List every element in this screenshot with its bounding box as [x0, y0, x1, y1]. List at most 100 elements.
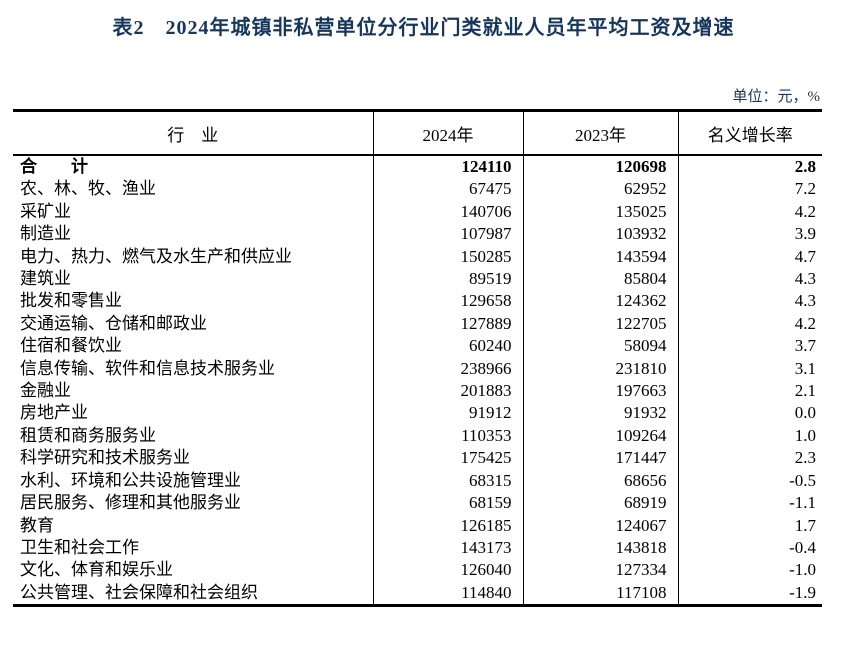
value-2023-cell: 124067: [522, 514, 678, 537]
table-row: 卫生和社会工作 143173 143818 -0.4: [13, 536, 822, 560]
value-2023-cell: 231810: [522, 357, 678, 381]
header-row: 行 业 2024年 2023年 名义增长率: [13, 110, 822, 156]
value-2023-cell: 109264: [522, 424, 678, 448]
value-2023-cell: 120698: [522, 155, 678, 179]
header-2024: 2024年: [372, 110, 523, 156]
value-2024-cell: 129658: [372, 290, 523, 313]
table-row: 建筑业 89519 85804 4.3: [13, 268, 822, 291]
value-2024-cell: 126185: [372, 514, 523, 537]
industry-cell: 信息传输、软件和信息技术服务业: [20, 358, 275, 378]
industry-cell: 采矿业: [20, 201, 71, 221]
value-2023-cell: 171447: [522, 447, 678, 470]
value-2024-cell: 238966: [372, 357, 523, 381]
industry-cell: 教育: [20, 515, 54, 535]
value-2023-cell: 103932: [522, 223, 678, 246]
header-2023: 2023年: [522, 110, 678, 156]
table-row: 电力、热力、燃气及水生产和供应业 150285 143594 4.7: [13, 245, 822, 269]
growth-rate-cell: -1.1: [677, 492, 822, 515]
growth-rate-cell: 0.0: [677, 402, 822, 425]
industry-cell: 公共管理、社会保障和社会组织: [20, 582, 258, 602]
value-2024-cell: 68159: [372, 492, 523, 515]
growth-rate-cell: 2.3: [677, 447, 822, 470]
table-row: 信息传输、软件和信息技术服务业 238966 231810 3.1: [13, 357, 822, 381]
table-row: 住宿和餐饮业 60240 58094 3.7: [13, 335, 822, 358]
table-body: 合 计 124110 120698 2.8 农、林、牧、渔业 67475 62952 7.2 采…: [13, 155, 822, 606]
value-2023-cell: 135025: [522, 200, 678, 224]
value-2023-cell: 122705: [522, 312, 678, 336]
growth-rate-cell: 4.3: [677, 268, 822, 291]
growth-rate-cell: 2.8: [677, 155, 822, 179]
value-2023-cell: 124362: [522, 290, 678, 313]
industry-cell: 租赁和商务服务业: [20, 425, 156, 445]
growth-rate-cell: 2.1: [677, 380, 822, 403]
industry-cell: 制造业: [20, 224, 71, 244]
industry-cell: 合 计: [20, 157, 88, 176]
industry-cell: 水利、环境和公共设施管理业: [20, 470, 241, 490]
value-2023-cell: 58094: [522, 335, 678, 358]
value-2024-cell: 126040: [372, 559, 523, 582]
industry-cell: 卫生和社会工作: [20, 537, 139, 557]
value-2023-cell: 143818: [522, 536, 678, 560]
value-2023-cell: 62952: [522, 178, 678, 201]
value-2024-cell: 143173: [372, 536, 523, 560]
growth-rate-cell: -0.5: [677, 469, 822, 493]
value-2024-cell: 107987: [372, 223, 523, 246]
table-row: 制造业 107987 103932 3.9: [13, 223, 822, 246]
table-row: 水利、环境和公共设施管理业 68315 68656 -0.5: [13, 469, 822, 493]
growth-rate-cell: 4.7: [677, 245, 822, 269]
growth-rate-cell: 3.9: [677, 223, 822, 246]
growth-rate-cell: 4.2: [677, 312, 822, 336]
value-2024-cell: 89519: [372, 268, 523, 291]
value-2024-cell: 124110: [372, 155, 523, 179]
value-2024-cell: 68315: [372, 469, 523, 493]
value-2023-cell: 117108: [522, 581, 678, 606]
table-row: 教育 126185 124067 1.7: [13, 514, 822, 537]
growth-rate-cell: 1.0: [677, 424, 822, 448]
table-row: 金融业 201883 197663 2.1: [13, 380, 822, 403]
industry-cell: 居民服务、修理和其他服务业: [20, 493, 241, 513]
table-row: 居民服务、修理和其他服务业 68159 68919 -1.1: [13, 492, 822, 515]
table-row: 采矿业 140706 135025 4.2: [13, 200, 822, 224]
value-2023-cell: 68656: [522, 469, 678, 493]
value-2024-cell: 60240: [372, 335, 523, 358]
growth-rate-cell: 1.7: [677, 514, 822, 537]
table-row: 农、林、牧、渔业 67475 62952 7.2: [13, 178, 822, 201]
growth-rate-cell: 7.2: [677, 178, 822, 201]
industry-cell: 农、林、牧、渔业: [20, 179, 156, 199]
growth-rate-cell: -1.0: [677, 559, 822, 582]
page-title: 表2 2024年城镇非私营单位分行业门类就业人员年平均工资及增速: [112, 17, 735, 39]
growth-rate-cell: -1.9: [677, 581, 822, 606]
value-2024-cell: 140706: [372, 200, 523, 224]
unit-note: 单位：元，%: [732, 89, 821, 105]
growth-rate-cell: 3.1: [677, 357, 822, 381]
header-growth-rate: 名义增长率: [677, 110, 822, 156]
wage-table: 行 业 2024年 2023年 名义增长率 合 计 124110 120698 2.8…: [13, 109, 822, 608]
table-row: 文化、体育和娱乐业 126040 127334 -1.0: [13, 559, 822, 582]
industry-cell: 批发和零售业: [20, 291, 122, 311]
growth-rate-cell: -0.4: [677, 536, 822, 560]
industry-cell: 交通运输、仓储和邮政业: [20, 313, 207, 333]
table-row: 公共管理、社会保障和社会组织 114840 117108 -1.9: [13, 581, 822, 606]
value-2023-cell: 68919: [522, 492, 678, 515]
value-2023-cell: 197663: [522, 380, 678, 403]
growth-rate-cell: 4.2: [677, 200, 822, 224]
header-industry: 行 业: [13, 110, 373, 156]
table-row: 批发和零售业 129658 124362 4.3: [13, 290, 822, 313]
value-2023-cell: 85804: [522, 268, 678, 291]
value-2024-cell: 127889: [372, 312, 523, 336]
value-2023-cell: 127334: [522, 559, 678, 582]
industry-cell: 住宿和餐饮业: [20, 336, 122, 356]
value-2024-cell: 67475: [372, 178, 523, 201]
table-row: 租赁和商务服务业 110353 109264 1.0: [13, 424, 822, 448]
growth-rate-cell: 3.7: [677, 335, 822, 358]
value-2024-cell: 150285: [372, 245, 523, 269]
value-2024-cell: 110353: [372, 424, 523, 448]
table-row: 科学研究和技术服务业 175425 171447 2.3: [13, 447, 822, 470]
table-header: 行 业 2024年 2023年 名义增长率: [13, 110, 822, 156]
table-row: 房地产业 91912 91932 0.0: [13, 402, 822, 425]
value-2023-cell: 143594: [522, 245, 678, 269]
value-2024-cell: 91912: [372, 402, 523, 425]
table-row: 合 计 124110 120698 2.8: [13, 155, 822, 179]
industry-cell: 文化、体育和娱乐业: [20, 560, 173, 580]
value-2024-cell: 175425: [372, 447, 523, 470]
